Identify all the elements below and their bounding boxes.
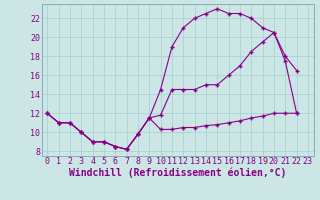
X-axis label: Windchill (Refroidissement éolien,°C): Windchill (Refroidissement éolien,°C) — [69, 168, 286, 178]
